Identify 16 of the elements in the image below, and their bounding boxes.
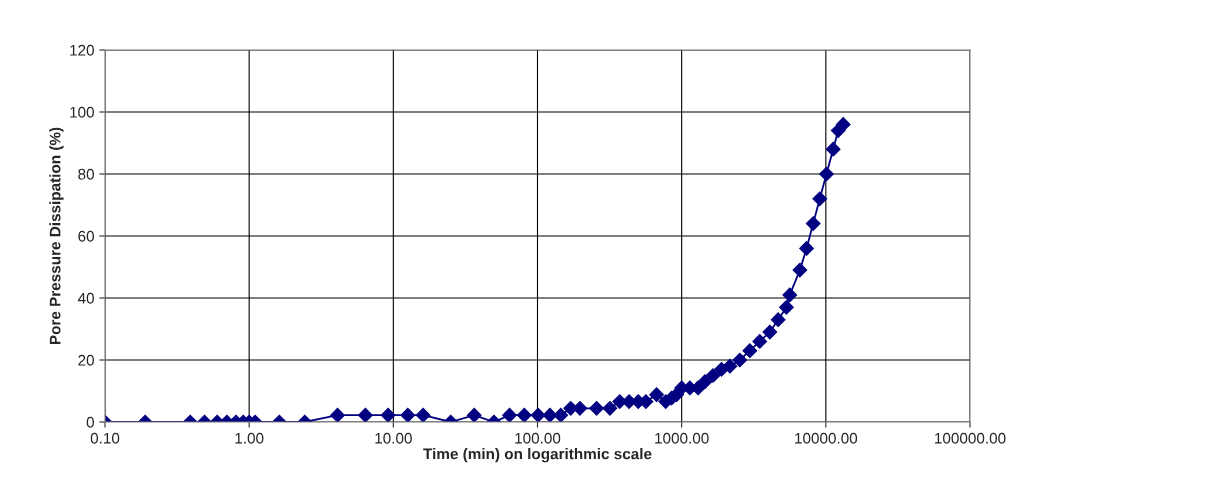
- y-tick-label: 20: [78, 354, 94, 366]
- x-axis-title: Time (min) on logarithmic scale: [423, 448, 652, 463]
- y-tick-label: 0: [86, 416, 94, 428]
- y-tick-label: 60: [78, 230, 94, 242]
- x-tick-label: 100000.00: [935, 432, 1006, 444]
- x-tick-label: 10.00: [375, 432, 412, 444]
- y-tick-label: 40: [77, 292, 94, 304]
- x-tick-label: 10000.00: [795, 432, 858, 444]
- y-tick-label: 120: [70, 44, 94, 56]
- y-tick-label: 80: [78, 168, 94, 180]
- x-tick-label: 100.00: [515, 432, 561, 444]
- x-tick-label: 1000.00: [655, 432, 709, 444]
- y-axis-title: Pore Pressure Dissipation (%): [49, 127, 64, 345]
- x-tick-label: 0.10: [90, 432, 120, 444]
- y-tick-label: 100: [70, 106, 94, 118]
- x-tick-label: 1.00: [235, 432, 264, 444]
